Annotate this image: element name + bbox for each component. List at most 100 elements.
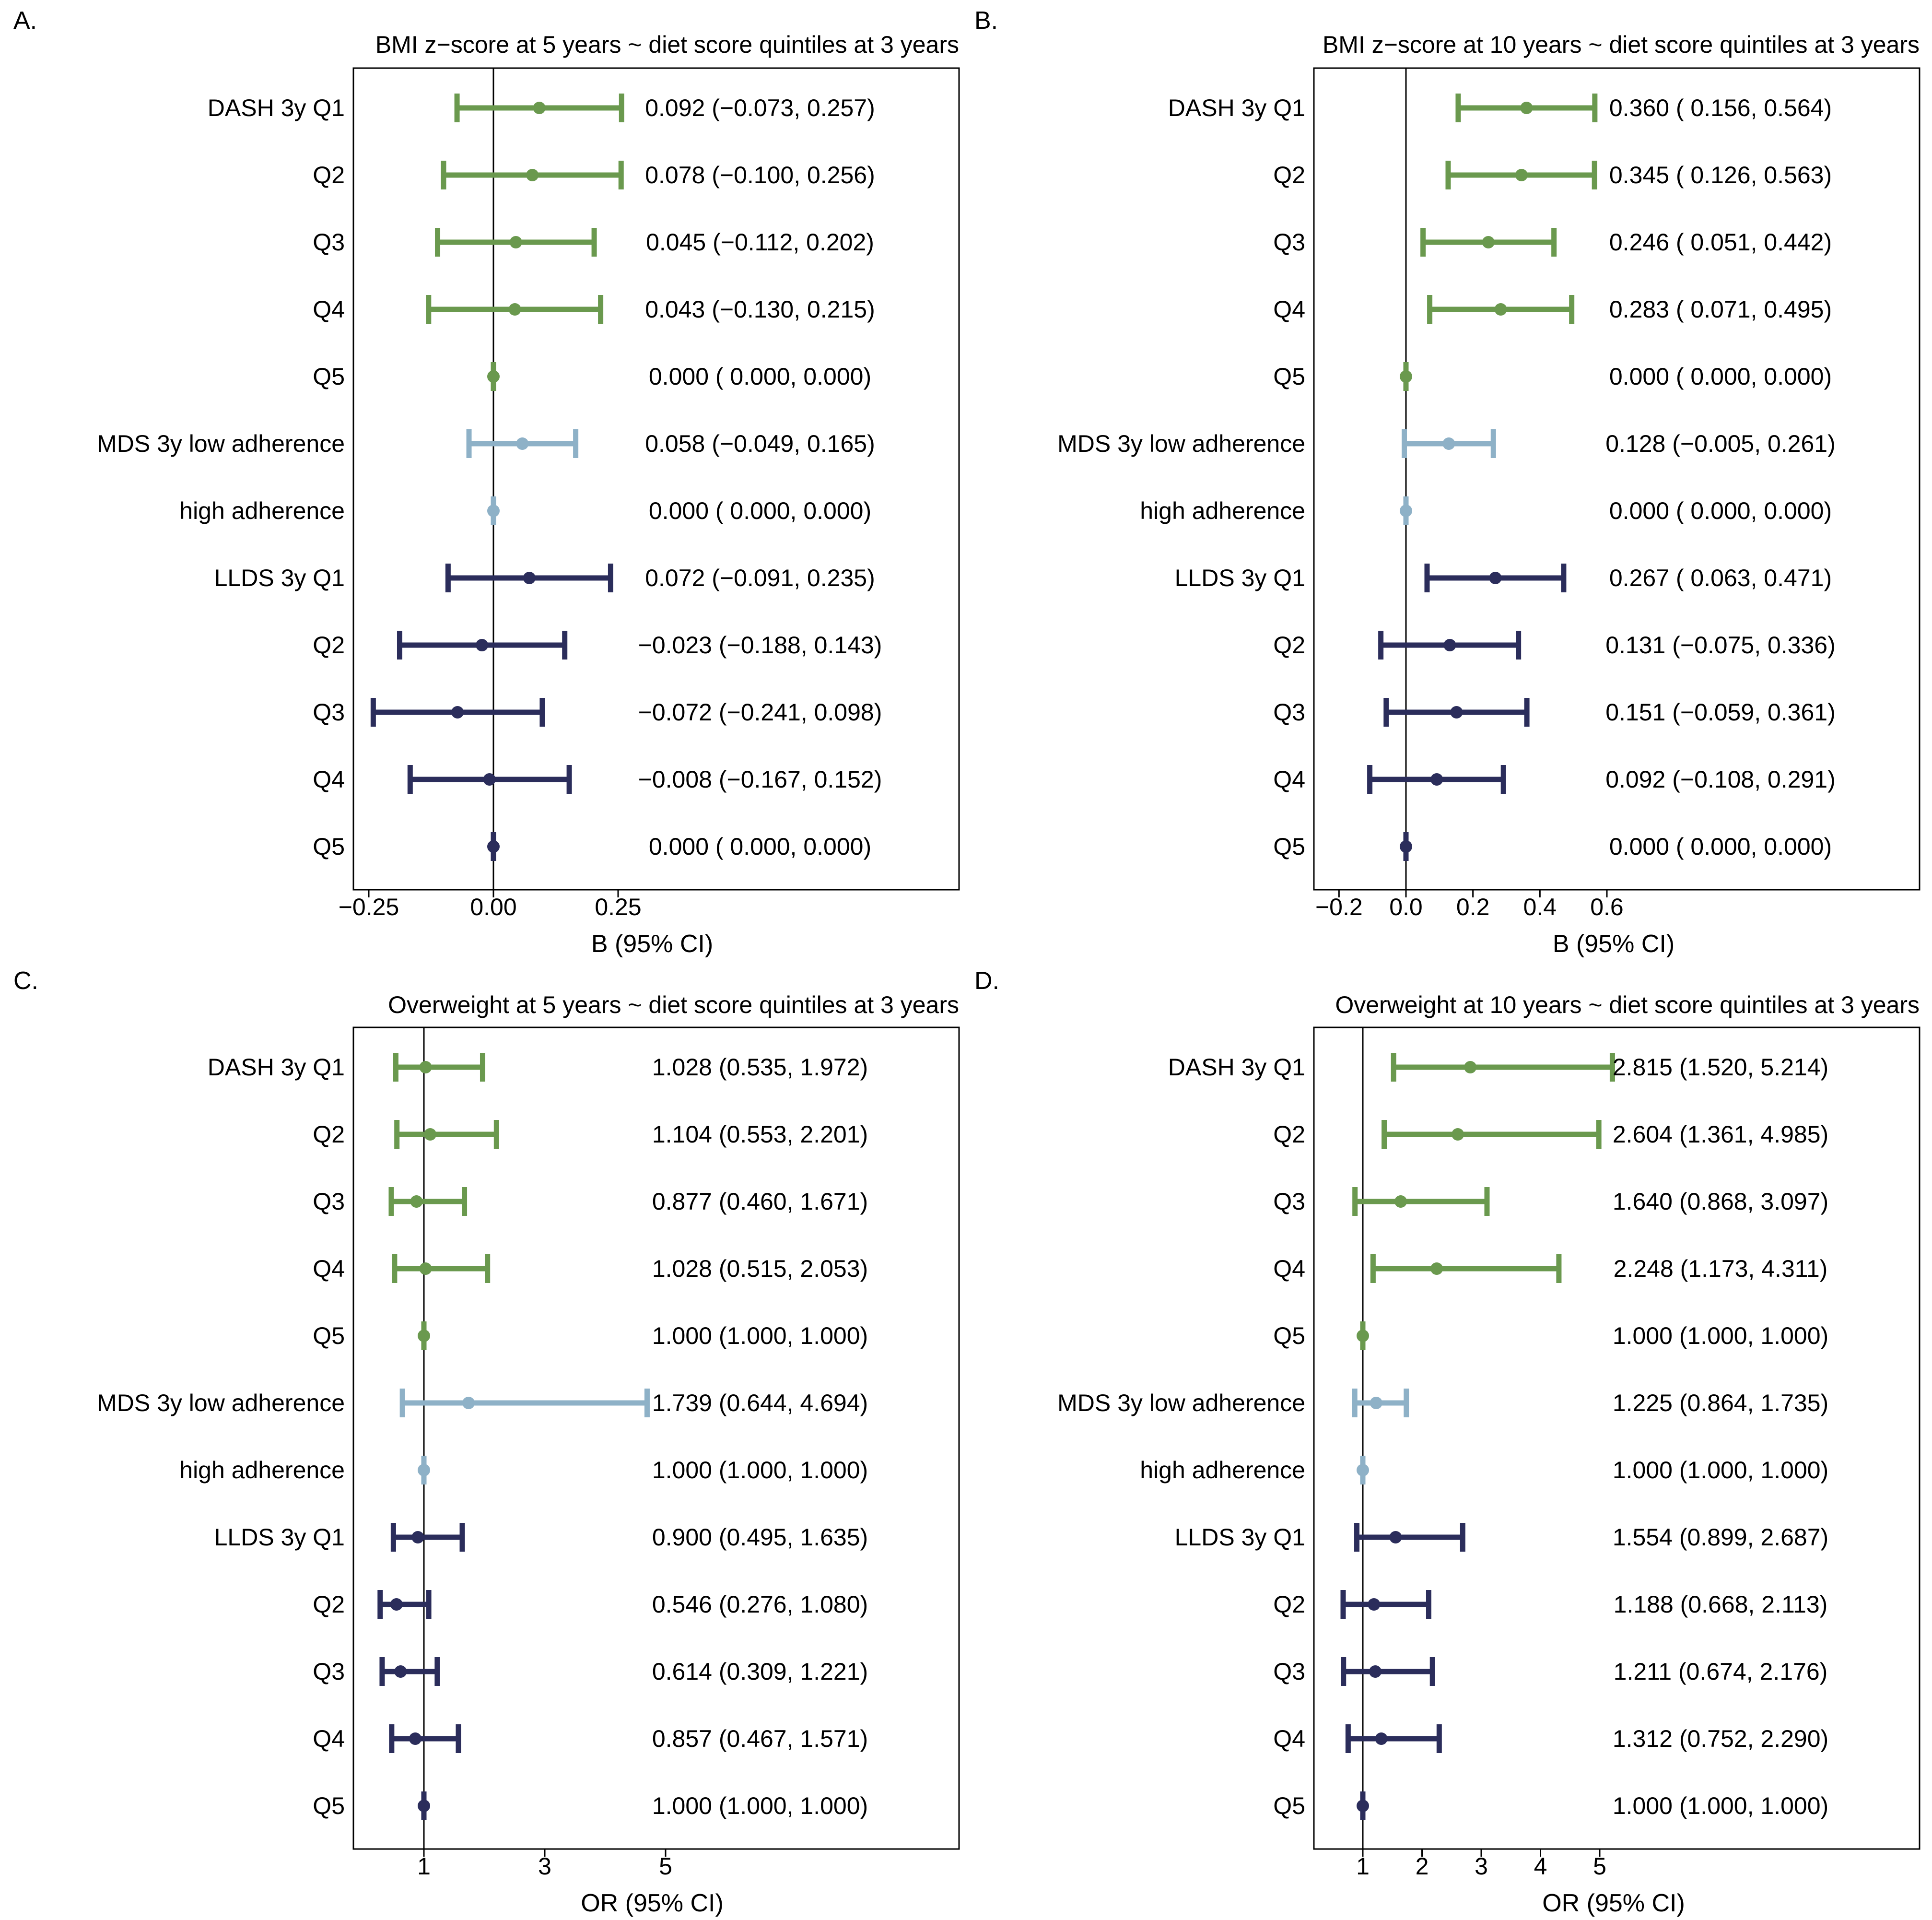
x-tick-label: 0.00 [470, 894, 516, 920]
row-label: Q2 [313, 1591, 345, 1618]
row-label: high adherence [1140, 1457, 1305, 1484]
estimate-row [1427, 295, 1575, 324]
ci-text: 0.000 ( 0.000, 0.000) [1609, 833, 1832, 860]
point-estimate [509, 236, 522, 248]
row-label: Q5 [313, 1322, 345, 1349]
x-tick-label: 3 [538, 1853, 551, 1880]
estimate-row [487, 362, 500, 391]
row-label: LLDS 3y Q1 [1175, 1524, 1305, 1551]
x-tick-label: 2 [1416, 1853, 1429, 1880]
point-estimate [1489, 572, 1502, 584]
row-label: Q3 [1273, 1658, 1305, 1685]
point-estimate [1494, 303, 1507, 316]
row-label: Q4 [1273, 296, 1305, 323]
x-tick-label: 0.6 [1590, 894, 1624, 920]
ci-text: 0.857 (0.467, 1.571) [652, 1725, 868, 1752]
estimate-row [377, 1590, 432, 1619]
row-label: Q4 [313, 296, 345, 323]
row-label: LLDS 3y Q1 [214, 565, 345, 591]
row-label: Q4 [1273, 1725, 1305, 1752]
panel-letter: D. [974, 967, 999, 995]
row-label: MDS 3y low adherence [97, 1390, 345, 1416]
estimate-row [1357, 1321, 1369, 1350]
row-label: LLDS 3y Q1 [214, 1524, 345, 1551]
x-tick-label: 3 [1475, 1853, 1488, 1880]
point-estimate [419, 1262, 432, 1275]
row-label: Q4 [313, 766, 345, 793]
row-label: Q5 [1273, 1322, 1305, 1349]
row-label: DASH 3y Q1 [208, 1054, 345, 1081]
estimate-row [1445, 161, 1597, 189]
point-estimate [533, 102, 546, 114]
row-label: Q5 [1273, 363, 1305, 390]
ci-text: 0.000 ( 0.000, 0.000) [1609, 497, 1832, 524]
x-tick-label: 0.4 [1523, 894, 1557, 920]
point-estimate [526, 169, 539, 181]
point-estimate [487, 505, 500, 517]
ci-text: 1.225 (0.864, 1.735) [1613, 1390, 1828, 1416]
panel-d: D. Overweight at 10 years ~ diet score qu… [974, 967, 1920, 1917]
estimate-row [394, 1120, 499, 1149]
estimate-row [441, 161, 624, 189]
x-tick-label: 0.2 [1456, 894, 1490, 920]
ci-text: 0.345 ( 0.126, 0.563) [1609, 162, 1832, 188]
x-axis-title: B (95% CI) [591, 930, 713, 958]
ci-text: 1.000 (1.000, 1.000) [652, 1322, 868, 1349]
plot-frame [352, 67, 960, 891]
ci-text: 1.000 (1.000, 1.000) [652, 1457, 868, 1484]
estimate-row [454, 94, 624, 122]
estimate-row [1352, 1389, 1409, 1417]
estimate-row [1345, 1724, 1442, 1753]
ci-text: 0.000 ( 0.000, 0.000) [649, 833, 871, 860]
point-estimate [1400, 840, 1412, 853]
ci-text: 0.128 (−0.005, 0.261) [1605, 430, 1836, 457]
point-estimate [1369, 1665, 1382, 1678]
ci-text: 1.028 (0.515, 2.053) [652, 1255, 868, 1282]
estimate-row [1400, 496, 1412, 525]
point-estimate [418, 1464, 430, 1476]
row-label: Q2 [313, 632, 345, 659]
x-tick-label: 5 [1593, 1853, 1606, 1880]
estimate-row [1352, 1187, 1490, 1216]
estimate-row [1340, 1590, 1431, 1619]
point-estimate [1515, 169, 1528, 181]
row-label: DASH 3y Q1 [208, 94, 345, 121]
point-estimate [1370, 1397, 1382, 1409]
estimate-row [1424, 564, 1567, 592]
point-estimate [418, 1330, 430, 1342]
point-estimate [1482, 236, 1495, 248]
estimate-row [1391, 1053, 1615, 1082]
ci-text: 1.104 (0.553, 2.201) [652, 1121, 868, 1148]
plot-frame [1313, 67, 1920, 891]
estimate-row [445, 564, 613, 592]
ci-text: 0.000 ( 0.000, 0.000) [1609, 363, 1832, 390]
ci-text: 0.092 (−0.073, 0.257) [645, 94, 875, 121]
estimate-row [418, 1321, 430, 1350]
x-axis-title: B (95% CI) [1553, 930, 1674, 958]
point-estimate [508, 303, 521, 316]
row-label: high adherence [1140, 497, 1305, 524]
x-tick-label: 0.25 [595, 894, 641, 920]
point-estimate [1400, 505, 1412, 517]
estimate-row [392, 1254, 491, 1283]
estimate-row [1400, 362, 1412, 391]
ci-text: 0.078 (−0.100, 0.256) [645, 162, 875, 188]
estimate-row [426, 295, 604, 324]
ci-text: 1.739 (0.644, 4.694) [652, 1390, 868, 1416]
row-label: MDS 3y low adherence [1057, 430, 1305, 457]
point-estimate [1389, 1531, 1402, 1543]
row-label: Q5 [313, 1792, 345, 1819]
row-label: Q2 [1273, 162, 1305, 188]
x-axis-title: OR (95% CI) [1542, 1889, 1685, 1917]
row-label: LLDS 3y Q1 [1175, 565, 1305, 591]
ci-text: 0.000 ( 0.000, 0.000) [649, 497, 871, 524]
ci-text: 0.546 (0.276, 1.080) [652, 1591, 868, 1618]
point-estimate [390, 1598, 403, 1611]
estimate-row [435, 228, 597, 257]
ci-text: 0.151 (−0.059, 0.361) [1605, 699, 1836, 726]
estimate-row [1455, 94, 1598, 122]
row-label: Q2 [1273, 1121, 1305, 1148]
ci-text: 1.000 (1.000, 1.000) [1613, 1792, 1828, 1819]
point-estimate [418, 1800, 430, 1812]
estimate-row [388, 1187, 468, 1216]
